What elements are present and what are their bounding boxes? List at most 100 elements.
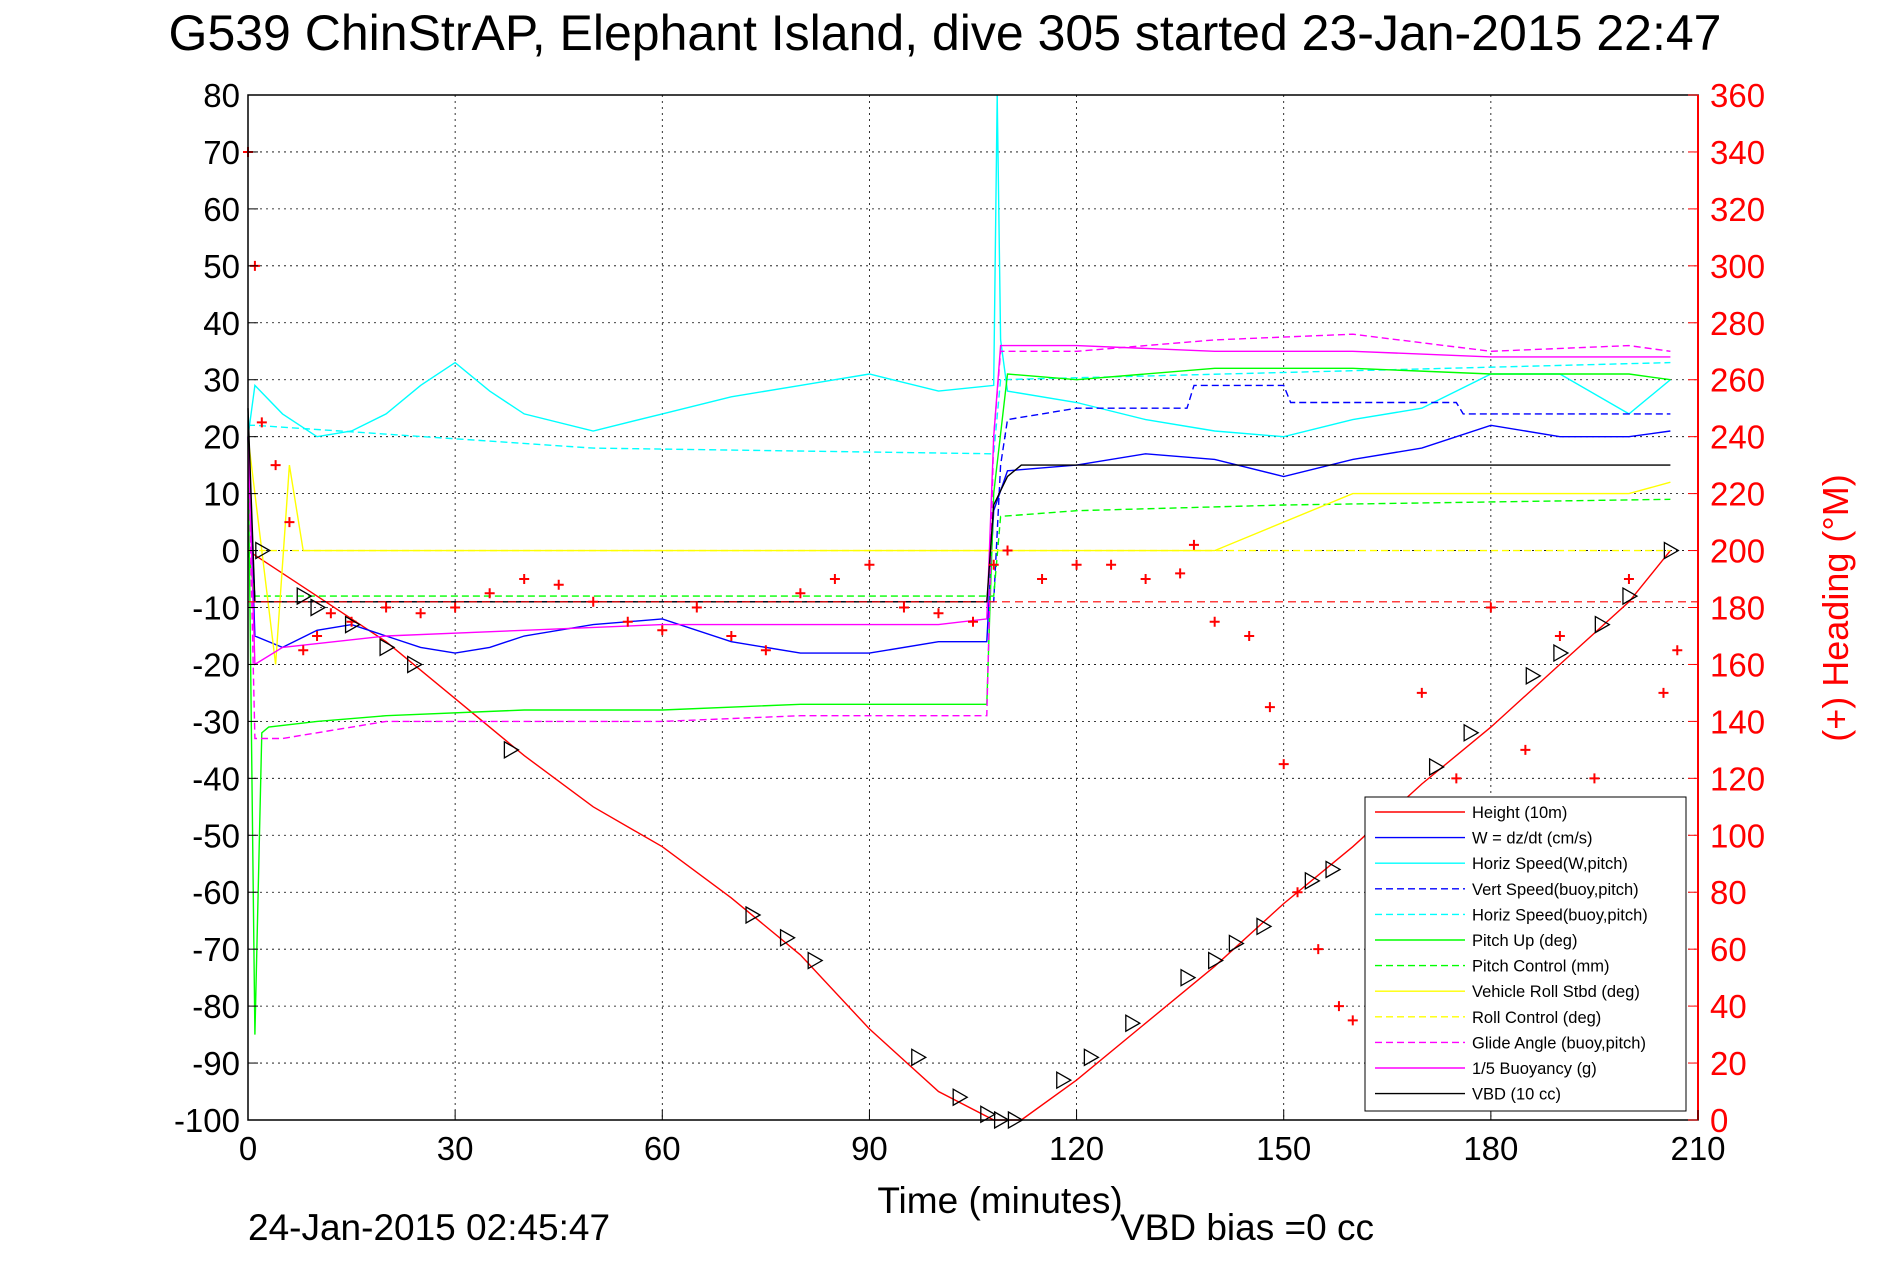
heading-point [1451, 773, 1462, 784]
heading-point [484, 588, 495, 599]
height-marker [980, 1105, 997, 1124]
height-marker [1256, 917, 1273, 936]
height-marker [1594, 615, 1611, 634]
legend-label: Glide Angle (buoy,pitch) [1472, 1034, 1646, 1052]
heading-point [415, 608, 426, 619]
height-marker [1208, 951, 1224, 970]
left-tick-label: 60 [203, 191, 240, 228]
left-tick-label: -90 [192, 1045, 240, 1082]
heading-point [1002, 545, 1013, 556]
heading-point [1520, 744, 1531, 755]
heading-point [1292, 887, 1303, 898]
heading-point [1140, 574, 1151, 585]
left-tick-label: -70 [192, 931, 240, 968]
footer-timestamp: 24-Jan-2015 02:45:47 [248, 1207, 610, 1248]
height-marker [1056, 1071, 1073, 1090]
right-axis-label: (+) Heading (°M) [1815, 474, 1856, 741]
heading-point [553, 579, 564, 590]
heading-point [829, 574, 840, 585]
heading-point [691, 602, 702, 613]
height-marker [911, 1048, 928, 1067]
heading-point [298, 645, 309, 656]
right-tick-label: 360 [1710, 77, 1765, 114]
heading-point [933, 608, 944, 619]
left-tick-label: -40 [192, 760, 240, 797]
right-tick-label: 140 [1710, 703, 1765, 740]
height-marker [1525, 666, 1542, 685]
left-tick-label: 0 [222, 533, 240, 570]
heading-point [1278, 759, 1289, 770]
heading-point [284, 517, 295, 528]
right-tick-label: 260 [1710, 362, 1765, 399]
right-tick-label: 60 [1710, 931, 1747, 968]
height-marker [1553, 643, 1570, 663]
x-tick-label: 210 [1670, 1130, 1725, 1167]
height-marker [296, 586, 313, 606]
x-tick-label: 30 [437, 1130, 474, 1167]
right-tick-label: 160 [1710, 646, 1765, 683]
legend-label: Pitch Up (deg) [1472, 932, 1577, 950]
right-axis-ticks: 3603403203002802602402202001801601401201… [1688, 77, 1765, 1139]
series-line-horiz-speed-buoy-pitch [248, 361, 1671, 455]
height-marker [1325, 860, 1342, 879]
height-marker [1228, 934, 1245, 953]
heading-points-layer [243, 146, 1683, 1026]
left-tick-label: 70 [203, 134, 240, 171]
heading-point [1037, 574, 1048, 585]
heading-point [325, 608, 336, 619]
right-tick-label: 0 [1710, 1102, 1728, 1139]
x-tick-label: 60 [644, 1130, 681, 1167]
series-layer [247, 94, 1698, 1121]
heading-point [1188, 539, 1199, 550]
height-marker [745, 905, 762, 925]
height-marker [1180, 968, 1197, 987]
series-line-1-5-buoyancy-g [247, 344, 1671, 666]
left-tick-label: 80 [203, 77, 240, 114]
right-tick-label: 20 [1710, 1045, 1747, 1082]
right-tick-label: 40 [1710, 988, 1747, 1025]
x-tick-label: 0 [239, 1130, 257, 1167]
legend-label: Height (10m) [1472, 804, 1567, 822]
height-marker [1083, 1048, 1100, 1067]
height-marker [1428, 757, 1445, 777]
left-axis-ticks: 80 70 60 50 40 30 20 10 0 -10 -20 -30 -40 -50 -60 -70 -8… [174, 77, 258, 1139]
left-tick-label: -80 [192, 988, 240, 1025]
left-tick-label: -60 [192, 874, 240, 911]
left-tick-label: 10 [203, 476, 240, 513]
height-marker [1304, 871, 1321, 890]
legend-label: Horiz Speed(W,pitch) [1472, 855, 1628, 873]
x-tick-label: 180 [1463, 1130, 1518, 1167]
heading-point [1313, 944, 1324, 955]
heading-point [1416, 687, 1427, 698]
x-axis-ticks: 0 30 60 90 120 150 180 210 [239, 1110, 1726, 1167]
right-tick-label: 180 [1710, 590, 1765, 627]
left-tick-label: 50 [203, 248, 240, 285]
left-tick-label: -30 [192, 703, 240, 740]
heading-point [588, 596, 599, 607]
heading-point [760, 645, 771, 656]
heading-point [1623, 574, 1634, 585]
right-tick-label: 200 [1710, 533, 1765, 570]
right-tick-label: 100 [1710, 817, 1765, 854]
left-tick-label: -50 [192, 817, 240, 854]
heading-point [657, 625, 668, 636]
right-tick-label: 280 [1710, 305, 1765, 342]
heading-point [1264, 702, 1275, 713]
x-tick-label: 120 [1049, 1130, 1104, 1167]
left-tick-label: 20 [203, 419, 240, 456]
right-tick-label: 80 [1710, 874, 1747, 911]
left-tick-label: -10 [192, 590, 240, 627]
right-tick-label: 300 [1710, 248, 1765, 285]
heading-point [864, 559, 875, 570]
height-marker [379, 638, 396, 657]
height-markers-layer [255, 541, 1680, 1130]
heading-point [1554, 630, 1565, 641]
heading-point [312, 630, 323, 641]
series-line-pitch-up-deg [247, 367, 1671, 1035]
x-tick-label: 90 [851, 1130, 888, 1167]
heading-point [1589, 773, 1600, 784]
heading-point [450, 602, 461, 613]
heading-point [1175, 568, 1186, 579]
heading-point [1333, 1001, 1344, 1012]
